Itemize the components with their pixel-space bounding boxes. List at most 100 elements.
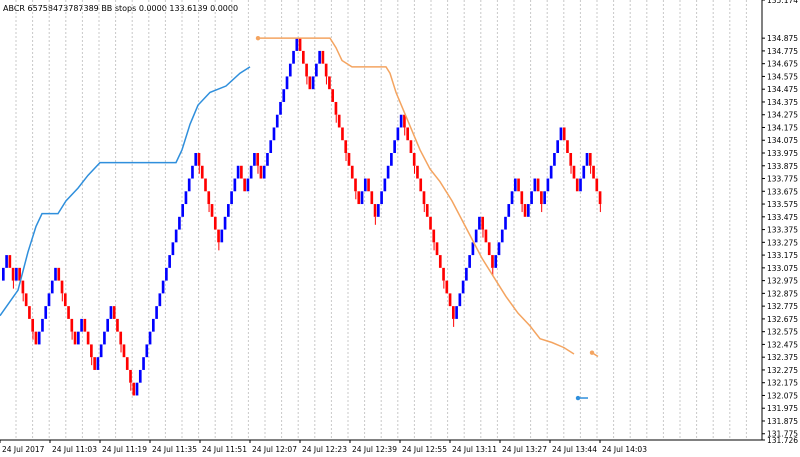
bb-stop-dot	[575, 395, 581, 401]
y-tick-label: 134.575	[767, 72, 798, 81]
renko-brick-bull	[543, 191, 546, 205]
renko-brick-bear	[119, 331, 123, 345]
renko-brick-bear	[347, 153, 351, 166]
y-tick-label: 132.975	[767, 277, 798, 286]
renko-brick-bear	[357, 191, 361, 205]
y-tick-label: 134.175	[767, 123, 798, 132]
y-tick-label: 133.875	[767, 162, 798, 171]
y-tick-label: 131.775	[767, 430, 798, 439]
renko-brick-bull	[145, 344, 149, 358]
renko-brick-bull	[559, 127, 563, 141]
renko-brick-bull	[148, 331, 152, 345]
renko-brick-bear	[416, 165, 419, 179]
renko-brick-bull	[233, 178, 237, 192]
renko-brick-bear	[370, 191, 374, 205]
renko-brick-bull	[41, 318, 44, 332]
renko-brick-bull	[253, 153, 256, 166]
y-tick-label: 132.375	[767, 353, 798, 362]
y-tick-label: 134.475	[767, 85, 798, 94]
renko-brick-bear	[491, 255, 494, 268]
renko-brick-bear	[566, 140, 569, 154]
renko-brick-bear	[592, 165, 595, 179]
y-tick-label: 131.875	[767, 417, 798, 426]
renko-brick-bear	[448, 293, 452, 307]
renko-brick-bear	[112, 306, 116, 319]
renko-brick-bear	[28, 306, 31, 319]
bb-stop-down-line	[258, 37, 575, 355]
renko-brick-bear	[425, 204, 429, 217]
x-tick-label: 24 Jul 12:07	[252, 445, 297, 454]
renko-brick-bull	[458, 293, 462, 307]
renko-brick-bull	[103, 331, 106, 345]
renko-brick-bull	[530, 191, 533, 205]
renko-brick-bear	[569, 153, 573, 166]
y-tick-label: 132.575	[767, 328, 798, 337]
renko-brick-bear	[207, 191, 211, 205]
renko-brick-bull	[37, 331, 41, 345]
renko-brick-bull	[50, 280, 54, 294]
renko-brick-bear	[24, 293, 28, 307]
renko-brick-bear	[67, 306, 70, 319]
renko-brick-bear	[259, 165, 263, 179]
renko-brick-bull	[478, 216, 481, 230]
renko-brick-bull	[168, 255, 171, 268]
renko-brick-bear	[452, 306, 455, 319]
renko-brick-bull	[142, 357, 145, 370]
renko-brick-bull	[549, 165, 553, 179]
renko-brick-bull	[396, 127, 400, 141]
x-tick-label: 24 Jul 11:35	[152, 445, 197, 454]
renko-brick-bull	[158, 293, 162, 307]
renko-brick-bear	[132, 382, 136, 396]
y-tick-label: 132.675	[767, 315, 798, 324]
renko-brick-bull	[285, 76, 289, 90]
renko-brick-bear	[523, 204, 527, 217]
renko-brick-bear	[60, 280, 64, 294]
renko-brick-bull	[106, 318, 110, 332]
y-tick-label: 133.075	[767, 264, 798, 273]
x-tick-label: 24 Jul 13:27	[502, 445, 547, 454]
y-tick-label: 132.875	[767, 289, 798, 298]
renko-brick-bear	[373, 204, 377, 217]
renko-brick-bull	[184, 191, 188, 205]
renko-brick-bull	[380, 191, 383, 205]
renko-brick-bear	[354, 178, 357, 192]
renko-brick-bear	[70, 318, 74, 332]
renko-brick-bull	[507, 204, 511, 217]
y-tick-label: 133.775	[767, 175, 798, 184]
renko-brick-bull	[275, 114, 279, 128]
renko-brick-bull	[465, 267, 468, 281]
renko-brick-bull	[279, 101, 282, 115]
renko-brick-bear	[419, 178, 423, 192]
renko-brick-bull	[513, 178, 517, 192]
renko-brick-bear	[403, 114, 406, 128]
renko-brick-bear	[481, 216, 485, 230]
renko-brick-bull	[282, 89, 286, 102]
renko-brick-bull	[500, 229, 504, 243]
renko-brick-bear	[321, 50, 325, 64]
x-tick-label: 24 Jul 11:03	[52, 445, 97, 454]
renko-brick-bear	[412, 153, 416, 166]
renko-brick-bull	[295, 38, 299, 51]
renko-brick-bear	[334, 101, 338, 115]
y-tick-label: 133.575	[767, 200, 798, 209]
renko-brick-bull	[360, 191, 364, 205]
renko-brick-bear	[445, 280, 449, 294]
renko-brick-bull	[292, 50, 295, 64]
renko-brick-bull	[377, 204, 380, 217]
renko-brick-bear	[350, 165, 354, 179]
renko-brick-bull	[315, 63, 318, 77]
renko-brick-bull	[2, 267, 5, 281]
renko-brick-bull	[109, 306, 113, 319]
y-tick-label: 134.775	[767, 47, 798, 56]
renko-brick-bull	[174, 229, 178, 243]
renko-brick-bull	[181, 204, 185, 217]
renko-brick-bear	[520, 191, 524, 205]
renko-brick-bull	[230, 191, 233, 205]
renko-brick-bear	[517, 178, 520, 192]
x-tick-label: 24 Jul 12:39	[352, 445, 397, 454]
renko-brick-bull	[311, 76, 315, 90]
renko-brick-bear	[18, 267, 21, 281]
renko-brick-bull	[96, 357, 100, 370]
renko-brick-bull	[455, 306, 458, 319]
